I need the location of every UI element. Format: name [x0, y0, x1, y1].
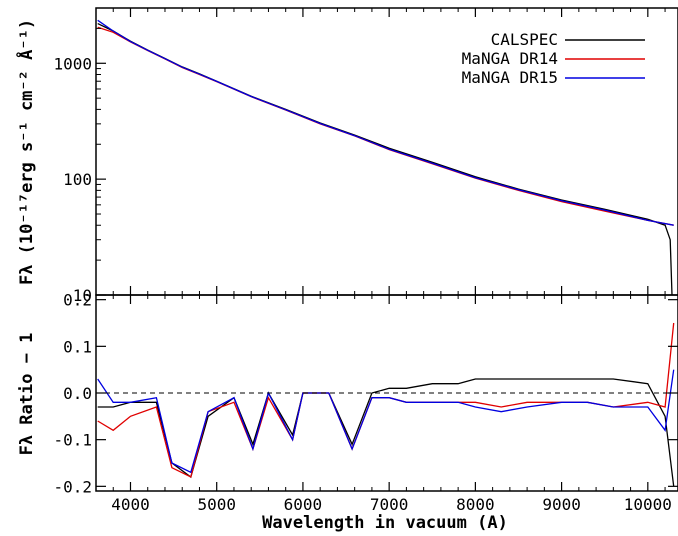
bottom-y-tick-label: 0.0 [63, 384, 92, 403]
x-tick-label: 9000 [542, 495, 581, 514]
top-panel: 10 100 1000 Fλ (10⁻¹⁷erg s⁻¹ cm⁻² Å⁻¹) CAL… [14, 7, 678, 305]
bottom-y-tick-label: -0.2 [53, 477, 92, 496]
top-series-manga-dr15 [97, 19, 674, 226]
top-series-calspec [97, 23, 673, 295]
legend-label-manga-dr14: MaNGA DR14 [462, 49, 558, 68]
top-y-tick-label: 1000 [53, 54, 92, 73]
x-tick-label: 7000 [370, 495, 409, 514]
top-panel-frame [95, 7, 678, 296]
bottom-y-tick-label: 0.1 [63, 337, 92, 356]
bottom-y-axis-title: Fλ Ratio − 1 [17, 333, 37, 456]
x-tick-label: 10000 [624, 495, 672, 514]
x-tick-label: 5000 [197, 495, 236, 514]
top-y-axis-title: Fλ (10⁻¹⁷erg s⁻¹ cm⁻² Å⁻¹) [14, 19, 37, 285]
bottom-series-manga-dr14 [97, 322, 675, 478]
legend-label-manga-dr15: MaNGA DR15 [462, 68, 558, 87]
bottom-y-tick-label: -0.1 [53, 431, 92, 450]
bottom-y-tick-label: 0.2 [63, 291, 92, 310]
top-y-tick-label: 10 [73, 286, 92, 305]
x-axis-title: Wavelength in vacuum (A) [262, 513, 508, 533]
top-y-tick-label: 100 [63, 170, 92, 189]
x-tick-label: 8000 [456, 495, 495, 514]
legend-label-calspec: CALSPEC [491, 30, 558, 49]
top-series-manga-dr14 [97, 26, 674, 226]
x-tick-label: 4000 [111, 495, 150, 514]
bottom-series-calspec [97, 378, 675, 487]
bottom-panel: 4000 5000 6000 7000 8000 9000 10000 -0.2 -0.1 0.0… [17, 291, 678, 533]
bottom-series-manga-dr15 [97, 369, 675, 474]
x-tick-label: 6000 [284, 495, 323, 514]
